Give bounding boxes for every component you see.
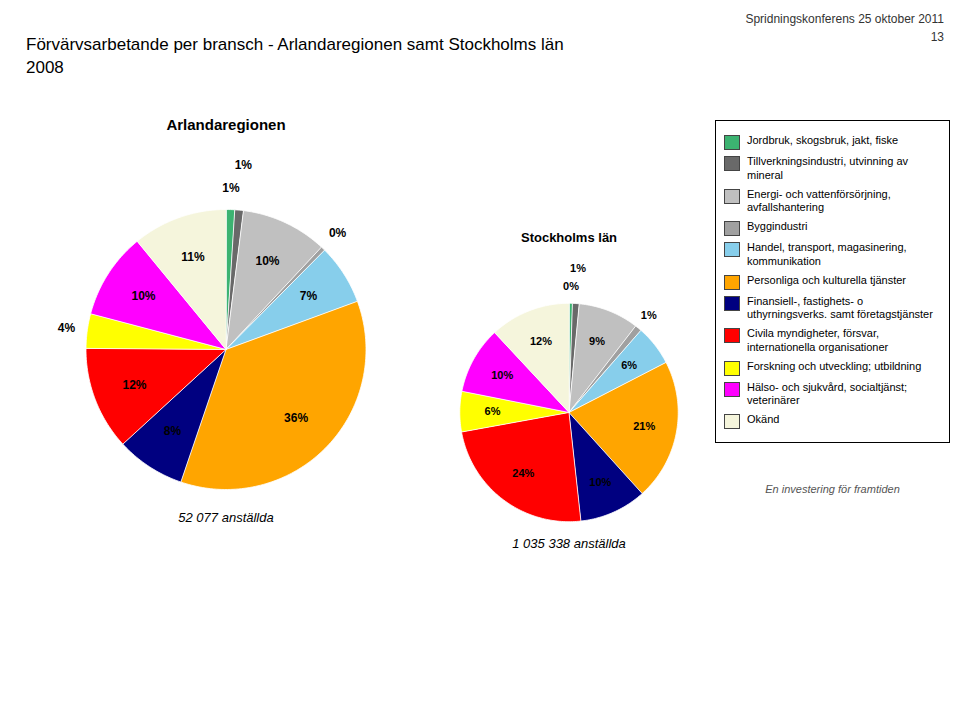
html-text:En investering för framtiden: En investering för framtiden [765,483,900,495]
svg-text:12%: 12% [530,335,552,347]
svg-text:21%: 21% [633,420,655,432]
svg-text:8%: 8% [164,424,182,438]
html-text:Förvärvsarbetande per bransch: Förvärvsarbetande per bransch - Arlandar… [26,35,564,54]
svg-text:10%: 10% [589,476,611,488]
svg-text:36%: 36% [284,411,308,425]
html-text:Finansiell-, fastighets- o uth: Finansiell-, fastighets- o uthyrningsver… [747,294,933,321]
html-text:Tillverkningsindustri, utvinni: Tillverkningsindustri, utvinning av mine… [747,155,908,181]
svg-text:1%: 1% [570,262,586,274]
svg-text:24%: 24% [512,467,534,479]
html-text:Spridningskonferens 25 oktober: Spridningskonferens 25 oktober 2011 [745,12,944,26]
svg-text:1%: 1% [222,181,240,195]
svg-text:6%: 6% [621,359,637,371]
svg-text:10%: 10% [132,289,156,303]
svg-text:12%: 12% [123,378,147,392]
html-text:Personliga och kulturella tjän: Personliga och kulturella tjänster [747,273,906,286]
svg-text:4%: 4% [58,321,76,335]
svg-text:7%: 7% [300,289,318,303]
svg-text:10%: 10% [256,254,280,268]
html-text:2008: 2008 [26,57,64,77]
svg-text:1 035 338 anställda: 1 035 338 anställda [512,536,625,551]
html-text:Civila myndigheter, försvar, i: Civila myndigheter, försvar, internation… [747,327,889,353]
svg-text:Stockholms län: Stockholms län [521,230,617,245]
html-text:Jordbruk, skogsbruk, jakt, fis: Jordbruk, skogsbruk, jakt, fiske [747,134,898,146]
html-text:13: 13 [930,30,944,44]
svg-text:10%: 10% [491,369,513,381]
html-text:Okänd: Okänd [747,413,780,425]
svg-text:11%: 11% [181,250,205,264]
svg-text:9%: 9% [589,335,605,347]
svg-text:0%: 0% [563,280,579,292]
html-text:Hälso- och sjukvård, socialtjä: Hälso- och sjukvård, socialtjänst; veter… [747,380,908,407]
svg-text:6%: 6% [485,405,501,417]
svg-text:52 077 anställda: 52 077 anställda [178,510,273,525]
svg-text:1%: 1% [641,309,657,321]
html-text:Handel, transport, magasinerin: Handel, transport, magasinering, kommuni… [747,241,907,267]
svg-text:Arlandaregionen: Arlandaregionen [166,116,285,133]
svg-text:1%: 1% [235,158,253,172]
html-text:Forskning och utveckling; utbi: Forskning och utveckling; utbildning [747,359,922,372]
html-text:Energi- och vattenförsörjning,: Energi- och vattenförsörjning, avfallsha… [747,187,891,214]
svg-text:0%: 0% [329,226,347,240]
html-text:Byggindustri: Byggindustri [747,220,808,232]
